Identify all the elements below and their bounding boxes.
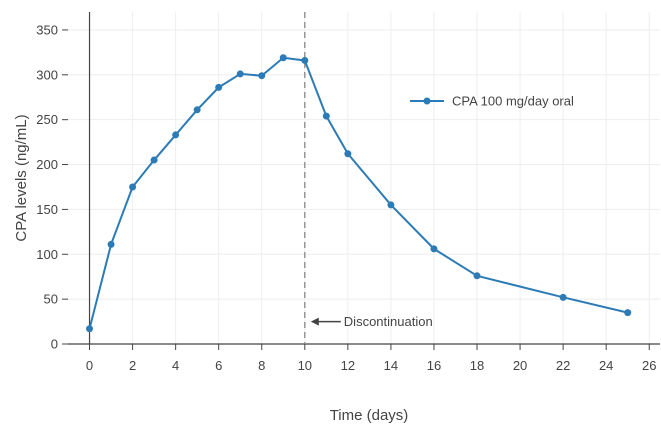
data-point	[344, 150, 352, 158]
x-tick-label: 12	[341, 358, 355, 373]
annotation-text: Discontinuation	[344, 314, 433, 329]
data-point	[473, 272, 481, 280]
x-tick-label: 0	[86, 358, 93, 373]
x-tick-label: 22	[556, 358, 570, 373]
y-tick-label: 300	[36, 67, 58, 82]
axis-layer	[68, 12, 660, 345]
data-point	[258, 72, 266, 80]
data-point	[193, 106, 201, 114]
x-tick-label: 24	[599, 358, 613, 373]
x-tick-label: 20	[513, 358, 527, 373]
series-line	[88, 56, 628, 329]
data-point	[107, 240, 115, 248]
x-tick-label: 26	[642, 358, 656, 373]
data-point	[559, 293, 567, 301]
data-point	[279, 54, 287, 62]
x-tick-label: 16	[427, 358, 441, 373]
data-point	[86, 325, 94, 333]
y-tick-label: 150	[36, 202, 58, 217]
legend-label: CPA 100 mg/day oral	[452, 94, 574, 109]
data-point	[301, 56, 309, 64]
y-tick-label: 250	[36, 112, 58, 127]
discontinuation-annotation: Discontinuation	[310, 314, 433, 329]
series-layer	[86, 54, 632, 333]
data-point	[430, 245, 438, 253]
x-tick-label: 4	[172, 358, 179, 373]
data-point	[215, 83, 223, 91]
data-point	[624, 309, 632, 317]
y-tick-label: 0	[51, 337, 58, 352]
data-point	[150, 156, 158, 164]
y-axis-title: CPA levels (ng/mL)	[13, 114, 30, 241]
x-tick-label: 18	[470, 358, 484, 373]
x-tick-label: 8	[258, 358, 265, 373]
legend-marker	[423, 97, 431, 105]
y-tick-label: 200	[36, 157, 58, 172]
annotation-arrow-head-icon	[310, 317, 319, 326]
y-tick-label: 100	[36, 247, 58, 262]
data-point	[172, 131, 180, 139]
ticks-layer: 0 2 4 6 8 10 12 14 16 18 20 22 24 2605010015020025030…	[36, 22, 656, 373]
y-tick-label: 350	[36, 22, 58, 37]
data-point	[129, 183, 137, 191]
x-tick-label: 10	[298, 358, 312, 373]
legend: CPA 100 mg/day oral	[410, 94, 574, 109]
data-point	[322, 112, 330, 120]
x-tick-label: 2	[129, 358, 136, 373]
data-point	[387, 201, 395, 209]
x-tick-label: 14	[384, 358, 398, 373]
y-tick-label: 50	[44, 292, 58, 307]
data-point	[236, 70, 244, 78]
grid-layer	[68, 12, 660, 344]
x-tick-label: 6	[215, 358, 222, 373]
x-axis-title: Time (days)	[330, 407, 409, 424]
